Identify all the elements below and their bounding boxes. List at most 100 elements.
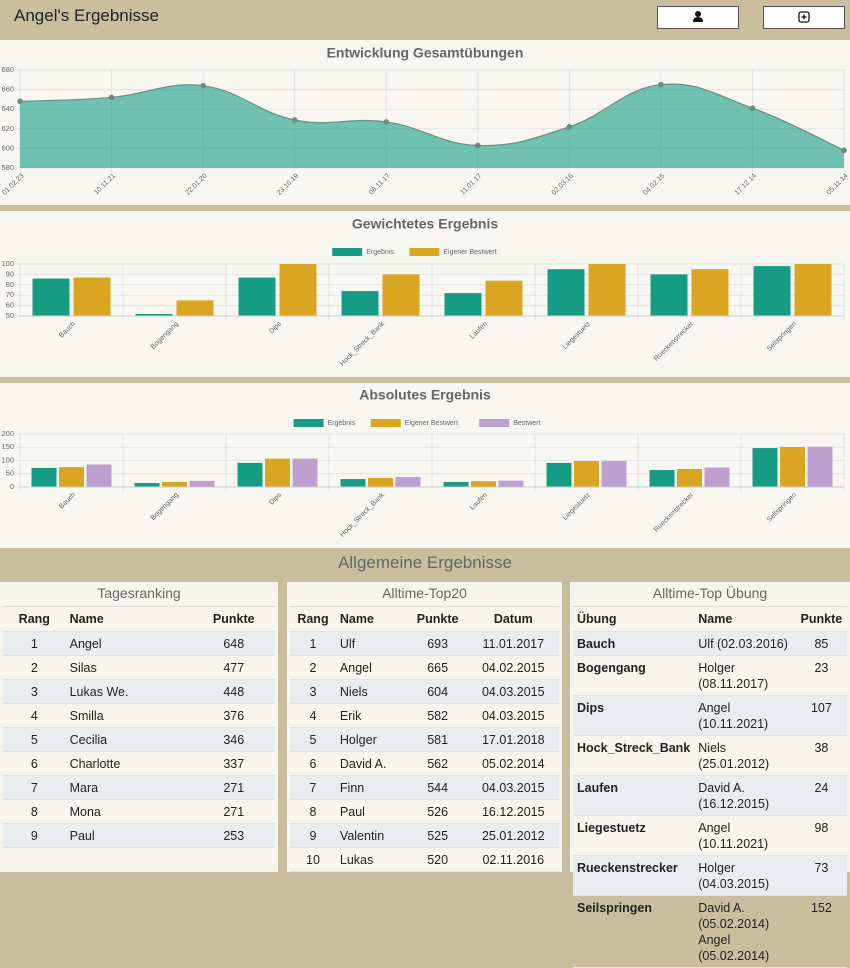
x-tick-label: 04.02.15	[642, 173, 666, 197]
table-cell: 04.03.2015	[467, 703, 559, 728]
table-row: 9 Valentin 525 25.01.2012	[290, 823, 559, 848]
y-tick-label: 90	[6, 269, 14, 278]
table-cell: Seilspringen	[573, 895, 695, 968]
table-cell: 16.12.2015	[467, 799, 559, 824]
bar	[677, 468, 702, 487]
x-tick-label: 01.02.23	[1, 173, 25, 197]
bar	[292, 458, 318, 487]
table-cell: 38	[795, 735, 847, 776]
x-tick-label: Laufen	[469, 321, 489, 341]
legend-label: Eigener Bestwert	[405, 420, 458, 427]
x-tick-label: 10.11.21	[93, 173, 117, 197]
table-row: 7 Finn 544 04.03.2015	[290, 775, 559, 800]
table-cell: 24	[795, 775, 847, 816]
x-tick-label: 17.12.14	[734, 173, 758, 197]
table-row: Rueckenstrecker Holger (04.03.2015) 73	[573, 855, 847, 896]
table-cell: 7	[290, 775, 336, 800]
table-cell: 23	[795, 655, 847, 696]
bar	[279, 264, 317, 316]
bar	[588, 264, 626, 316]
point	[474, 142, 481, 149]
table-cell: 2	[290, 655, 336, 680]
table-cell: Finn	[335, 775, 408, 800]
table-cell: 604	[407, 679, 468, 704]
table-row: Liegestuetz Angel (10.11.2021) 98	[573, 815, 847, 856]
x-tick-label: 11.01.17	[459, 173, 483, 197]
table-cell: 05.02.2014	[467, 751, 559, 776]
add-button[interactable]	[763, 6, 845, 29]
header-row: Rang Name Punkte	[3, 606, 275, 632]
x-tick-label: Hock_Streck_Bank	[339, 320, 386, 367]
legend-label: Eigener Bestwert	[443, 249, 496, 256]
table-cell: Bauch	[573, 631, 695, 656]
x-tick-label: Laufen	[469, 492, 489, 512]
x-tick-label: 08.11.17	[368, 173, 392, 197]
table-cell: Holger (04.03.2015)	[694, 855, 796, 896]
table-row: Laufen David A. (16.12.2015) 24	[573, 775, 847, 816]
table-cell: 271	[192, 799, 275, 824]
column-header: Name	[335, 606, 408, 632]
profile-button[interactable]	[657, 6, 739, 29]
table-cell: 665	[407, 655, 468, 680]
table-cell: 6	[290, 751, 336, 776]
table-row: Dips Angel (10.11.2021) 107	[573, 695, 847, 736]
table-cell: Charlotte	[65, 751, 193, 776]
table-cell: 152	[795, 895, 847, 968]
bar-chart: Absolutes Ergebnis 0 50 100 150 200 Bauch Bogen…	[0, 383, 850, 548]
column-header: Name	[694, 606, 796, 632]
x-tick-label: Liegestuetz	[562, 320, 593, 351]
table-cell: 5	[290, 727, 336, 752]
table-row: Bogengang Holger (08.11.2017) 23	[573, 655, 847, 696]
table-cell: Smilla	[65, 703, 193, 728]
table-cell: 1	[3, 631, 66, 656]
y-tick-label: 150	[1, 442, 14, 451]
legend-label: Ergebnis	[328, 420, 356, 427]
legend-swatch	[332, 248, 363, 256]
table-row: Bauch Ulf (02.03.2016) 85	[573, 631, 847, 656]
bar	[73, 277, 111, 316]
table-cell: Bogengang	[573, 655, 695, 696]
table-cell: 346	[192, 727, 275, 752]
header-row: Rang Name Punkte Datum	[290, 606, 559, 632]
bar	[650, 274, 688, 316]
legend-label: Ergebnis	[366, 249, 394, 256]
bar	[238, 277, 276, 316]
table-cell: 271	[192, 775, 275, 800]
table-cell: Erik	[335, 703, 408, 728]
bar	[443, 481, 469, 487]
table-cell: 17.01.2018	[467, 727, 559, 752]
y-tick-label: 50	[6, 311, 14, 320]
table-cell: Holger	[335, 727, 408, 752]
point	[658, 81, 664, 88]
table-cell: Ulf (02.03.2016)	[694, 631, 796, 656]
table-cell: 107	[795, 695, 847, 736]
column-header: Rang	[290, 606, 336, 632]
column-header: Datum	[467, 606, 559, 632]
area-chart: Entwicklung Gesamtübungen 580 600 620 640 660…	[0, 40, 850, 205]
table-cell: 02.11.2016	[467, 847, 559, 872]
table-cell: Dips	[573, 695, 695, 736]
table-cell: 9	[290, 823, 336, 848]
x-tick-label: Rueckenstrecker	[653, 320, 696, 363]
table-cell: 1	[290, 631, 336, 656]
x-tick-label: Seilspringen	[766, 492, 798, 524]
table-cell: 525	[407, 823, 468, 848]
chart-title: Entwicklung Gesamtübungen	[327, 45, 524, 61]
x-tick-label: Hock_Streck_Bank	[339, 491, 386, 538]
y-tick-label: 50	[6, 469, 14, 478]
user-icon	[693, 11, 703, 22]
point	[108, 94, 115, 101]
y-tick-label: 680	[1, 65, 14, 74]
table-cell: 04.02.2015	[467, 655, 559, 680]
table-cell: Angel	[65, 631, 193, 656]
table-cell: 648	[192, 631, 275, 656]
point	[17, 98, 23, 105]
y-tick-label: 100	[1, 259, 14, 268]
column-header: Name	[65, 606, 193, 632]
table-cell: 3	[290, 679, 336, 704]
y-tick-label: 200	[1, 429, 14, 438]
table-cell: 10	[290, 847, 336, 872]
table-cell: Hock_Streck_Bank	[573, 735, 695, 776]
bar	[753, 266, 791, 316]
